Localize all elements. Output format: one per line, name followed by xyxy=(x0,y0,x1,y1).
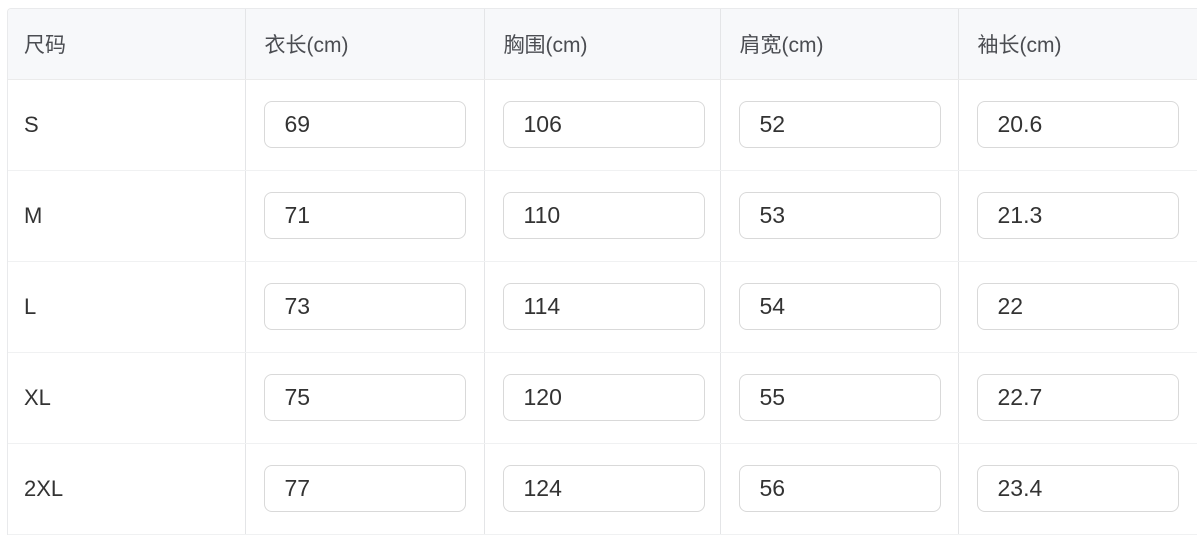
size-label: M xyxy=(8,170,245,262)
size-measurements-table: 尺码 衣长(cm) 胸围(cm) 肩宽(cm) 袖长(cm) S M xyxy=(8,9,1197,535)
size-label: 2XL xyxy=(8,443,245,535)
header-cell-size: 尺码 xyxy=(8,9,245,80)
header-row: 尺码 衣长(cm) 胸围(cm) 肩宽(cm) 袖长(cm) xyxy=(8,9,1197,80)
table-row-l: L xyxy=(8,261,1197,353)
size-label: L xyxy=(8,261,245,353)
table-row-xl: XL xyxy=(8,352,1197,444)
table-body: S M L XL xyxy=(8,79,1197,535)
chest-input[interactable] xyxy=(502,465,705,512)
table-row-m: M xyxy=(8,170,1197,262)
size-label: S xyxy=(8,79,245,171)
sleeve-input[interactable] xyxy=(976,283,1179,330)
header-cell-length: 衣长(cm) xyxy=(244,9,484,80)
shoulder-input[interactable] xyxy=(738,283,941,330)
shoulder-input[interactable] xyxy=(738,192,941,239)
sleeve-input[interactable] xyxy=(976,101,1179,148)
shoulder-input[interactable] xyxy=(738,374,941,421)
table-header: 尺码 衣长(cm) 胸围(cm) 肩宽(cm) 袖长(cm) xyxy=(8,9,1197,80)
length-input[interactable] xyxy=(263,283,466,330)
length-input[interactable] xyxy=(263,192,466,239)
chest-input[interactable] xyxy=(502,374,705,421)
chest-input[interactable] xyxy=(502,283,705,330)
length-input[interactable] xyxy=(263,101,466,148)
table-row-2xl: 2XL xyxy=(8,443,1197,535)
size-chart-table: 尺码 衣长(cm) 胸围(cm) 肩宽(cm) 袖长(cm) S M xyxy=(7,8,1197,535)
chest-input[interactable] xyxy=(502,192,705,239)
chest-input[interactable] xyxy=(502,101,705,148)
length-input[interactable] xyxy=(263,465,466,512)
header-cell-sleeve: 袖长(cm) xyxy=(957,9,1197,80)
length-input[interactable] xyxy=(263,374,466,421)
sleeve-input[interactable] xyxy=(976,374,1179,421)
header-cell-shoulder: 肩宽(cm) xyxy=(719,9,958,80)
header-cell-chest: 胸围(cm) xyxy=(483,9,720,80)
size-label: XL xyxy=(8,352,245,444)
sleeve-input[interactable] xyxy=(976,192,1179,239)
shoulder-input[interactable] xyxy=(738,101,941,148)
sleeve-input[interactable] xyxy=(976,465,1179,512)
shoulder-input[interactable] xyxy=(738,465,941,512)
table-row-s: S xyxy=(8,79,1197,171)
